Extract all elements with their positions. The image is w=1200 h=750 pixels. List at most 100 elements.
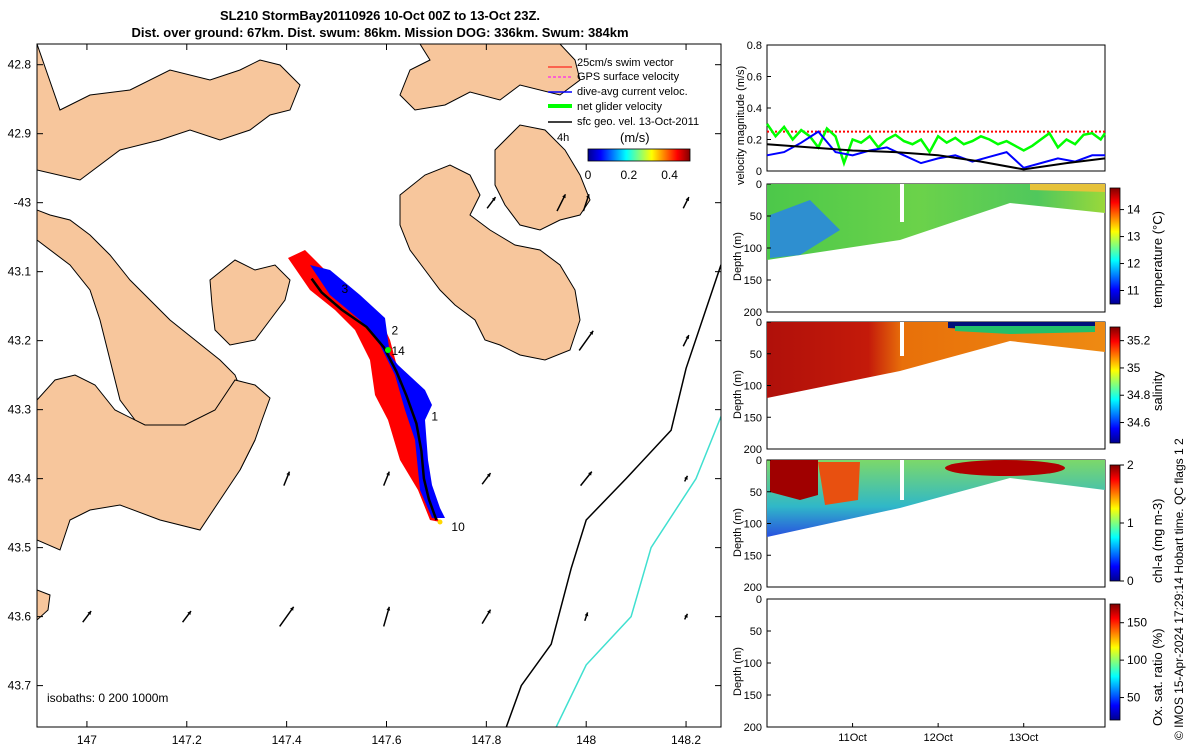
land-forestier <box>494 124 591 231</box>
oxygen-frame <box>766 598 1106 728</box>
colorbar-tick-label: 34.8 <box>1127 388 1151 402</box>
land-southwest-tip <box>37 589 51 621</box>
map-frame <box>36 43 722 728</box>
temperature-warm-surface <box>1030 184 1105 192</box>
oxygen-clabel: Ox. sat. ratio (%) <box>1150 628 1165 726</box>
geo-vector-arrow <box>382 471 390 486</box>
chla-ylabel: Depth (m) <box>732 508 744 557</box>
glider-track <box>310 277 438 521</box>
section-y-tick-label: 200 <box>744 444 762 456</box>
map-x-tick-label: 147 <box>77 733 97 747</box>
chla-colorbar <box>1109 464 1121 582</box>
track-day-label: 1 <box>431 410 438 424</box>
section-y-tick-label: 200 <box>744 722 762 734</box>
colorbar-tick-label: 35.2 <box>1127 334 1151 348</box>
section-y-tick-label: 100 <box>744 381 762 393</box>
section-y-tick-label: 50 <box>750 626 762 638</box>
geo-vector-arrow <box>578 330 594 351</box>
section-y-tick-label: 50 <box>750 349 762 361</box>
track-day-labels: 3 2 14 1 10 <box>342 282 466 534</box>
section-y-tick-label: 100 <box>744 658 762 670</box>
map-colorbar <box>587 148 691 162</box>
map-y-tick-label: 42.8 <box>8 58 32 72</box>
legend-geo-text: sfc geo. vel. 13-Oct-2011 <box>577 116 699 128</box>
map-colorbar-tick-label: 0.2 <box>620 168 637 182</box>
geo-vector-arrow <box>556 193 567 212</box>
velocity-panel: 0 0.2 0.4 0.6 0.8 velocity magnitude (m/s) <box>735 40 1107 185</box>
colorbar-tick-label: 1 <box>1127 516 1134 530</box>
map-y-tick-label: 43.7 <box>8 679 32 693</box>
chla-bloom-east <box>945 460 1065 476</box>
geo-vector-arrow <box>382 606 391 627</box>
colorbar-tick-label: 12 <box>1127 257 1141 271</box>
oxygen-panel: Depth (m) Ox. sat. ratio (%) <box>732 598 1165 728</box>
velocity-series-net <box>765 123 1107 167</box>
section-y-tick-label: 200 <box>744 307 762 319</box>
section-y-tick-label: 100 <box>744 519 762 531</box>
geo-vector-arrow <box>580 471 593 487</box>
legend-gps-text: GPS surface velocity <box>577 71 680 83</box>
map-y-tick-label: 42.9 <box>8 127 32 141</box>
figure-title-line1: SL210 StormBay20110926 10-Oct 00Z to 13-… <box>219 8 541 23</box>
section-y-tick-label: 50 <box>750 487 762 499</box>
track-map: 3 2 14 1 10 147 147.2 147.4 147.6 147.8 148 148.2 4… <box>8 43 722 747</box>
legend-age-text: 4h <box>557 132 569 144</box>
track-day-label: 2 <box>391 323 398 337</box>
land-south-west <box>37 374 271 551</box>
section-y-tick-label: 0 <box>756 179 762 191</box>
geo-vector-arrow <box>682 196 690 209</box>
velocity-y-tick-label: 0.6 <box>747 72 762 84</box>
geo-vector-arrow <box>682 334 690 347</box>
chla-bloom-west <box>770 460 818 500</box>
colorbar-tick-label: 34.6 <box>1127 416 1151 430</box>
chla-gap <box>900 460 904 500</box>
map-y-tick-label: 43.3 <box>8 403 32 417</box>
velocity-series-dog <box>766 143 1106 171</box>
map-y-tick-label: 43.5 <box>8 541 32 555</box>
land-nw-bay <box>37 44 301 181</box>
colorbar-tick-label: 0 <box>1127 574 1134 588</box>
colorbar-tick-label: 11 <box>1127 284 1140 298</box>
map-y-tick-label: 43.4 <box>8 472 32 486</box>
geo-vector-arrow <box>486 196 497 209</box>
chla-panel: Depth (m) chl-a (mg m-3) <box>732 459 1165 588</box>
map-x-tick-label: 147.6 <box>371 733 401 747</box>
salinity-panel: Depth (m) salinity <box>732 321 1165 450</box>
section-y-tick-label: 50 <box>750 211 762 223</box>
section-y-tick-label: 0 <box>756 594 762 606</box>
time-tick-label: 11Oct <box>838 732 867 744</box>
map-colorbar-tick-label: 0.4 <box>661 168 678 182</box>
current-vector-band <box>310 265 445 518</box>
track-start-marker <box>385 347 391 353</box>
map-y-tick-label: 43.6 <box>8 610 32 624</box>
geo-vector-arrow <box>283 471 291 486</box>
map-x-tick-label: 148 <box>576 733 596 747</box>
section-y-tick-label: 0 <box>756 455 762 467</box>
map-y-tick-label: -43 <box>14 196 32 210</box>
isobath-200m-line <box>505 264 721 727</box>
track-day-label: 14 <box>391 344 405 358</box>
temperature-gap <box>900 184 904 222</box>
land-layer <box>37 44 591 621</box>
oxygen-ylabel: Depth (m) <box>732 647 744 696</box>
colorbar-tick-label: 14 <box>1127 203 1141 217</box>
velocity-y-ticks: 0 0.2 0.4 0.6 0.8 <box>747 40 771 178</box>
figure-title-line2: Dist. over ground: 67km. Dist. swum: 86k… <box>131 25 629 40</box>
geo-vector-arrow <box>584 612 589 622</box>
map-axis-ticks: 147 147.2 147.4 147.6 147.8 148 148.2 42.8 42.9 -… <box>8 44 721 747</box>
section-y-tick-label: 150 <box>744 690 762 702</box>
geo-vector-arrow <box>181 610 192 623</box>
salinity-field <box>767 322 1105 398</box>
land-tasman <box>399 164 581 361</box>
chla-clabel: chl-a (mg m-3) <box>1150 498 1165 583</box>
colorbar-tick-label: 2 <box>1127 458 1134 472</box>
land-north <box>37 44 581 111</box>
section-y-tick-label: 150 <box>744 275 762 287</box>
colorbar-tick-label: 50 <box>1127 691 1141 705</box>
salinity-colorbar <box>1109 326 1121 444</box>
geo-vector-arrow <box>481 472 492 485</box>
legend-net-text: net glider velocity <box>577 101 662 113</box>
temperature-ylabel: Depth (m) <box>732 232 744 281</box>
isobath-1000m-line <box>555 416 721 727</box>
